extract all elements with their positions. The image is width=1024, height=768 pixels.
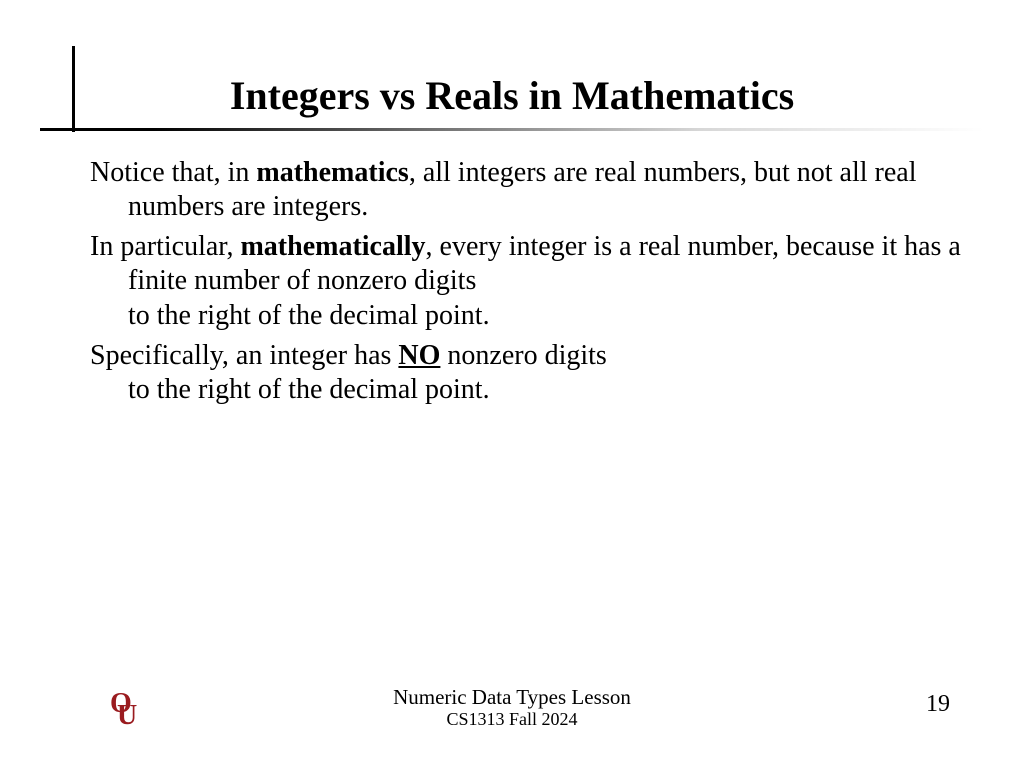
footer-center: Numeric Data Types Lesson CS1313 Fall 20… [0, 685, 1024, 730]
paragraph-3: Specifically, an integer has NO nonzero … [90, 339, 964, 407]
body-text: to the right of the decimal point. [128, 300, 490, 331]
slide-footer: Q O U Numeric Data Types Lesson CS1313 F… [0, 678, 1024, 732]
title-horizontal-rule [40, 128, 984, 131]
body-bold: mathematics [256, 157, 408, 188]
body-text: to the right of the decimal point. [128, 374, 490, 405]
slide-body: Notice that, in mathematics, all integer… [90, 156, 964, 413]
body-text: Notice that, in [90, 157, 256, 188]
footer-course: CS1313 Fall 2024 [0, 709, 1024, 730]
body-bold: mathematically [240, 231, 425, 262]
paragraph-2: In particular, mathematically, every int… [90, 230, 964, 332]
slide-title: Integers vs Reals in Mathematics [0, 72, 1024, 119]
footer-lesson: Numeric Data Types Lesson [0, 685, 1024, 709]
body-bold-underline: NO [398, 340, 440, 371]
slide: Integers vs Reals in Mathematics Notice … [0, 0, 1024, 768]
paragraph-1: Notice that, in mathematics, all integer… [90, 156, 964, 224]
body-text: In particular, [90, 231, 240, 262]
body-text: nonzero digits [440, 340, 606, 371]
body-text: Specifically, an integer has [90, 340, 398, 371]
page-number: 19 [926, 691, 950, 718]
